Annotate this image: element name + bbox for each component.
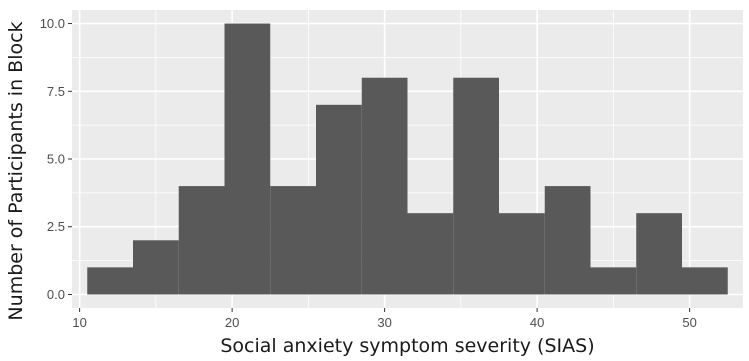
x-tick-label: 30 — [377, 315, 391, 330]
histogram-bar — [178, 186, 225, 295]
y-tick-label: 0.0 — [47, 287, 65, 302]
histogram-bar — [590, 267, 637, 295]
histogram-bar — [87, 267, 133, 295]
histogram-bar — [636, 213, 682, 295]
histogram-bar — [133, 240, 179, 295]
y-tick-label: 10.0 — [40, 16, 65, 31]
x-axis-ticks: 10 20 30 40 50 — [72, 308, 697, 330]
histogram-bars — [87, 23, 728, 295]
histogram-bar — [499, 213, 545, 295]
y-tick-label: 5.0 — [47, 152, 65, 167]
x-tick-label: 40 — [530, 315, 544, 330]
x-tick-label: 10 — [72, 315, 86, 330]
x-tick-label: 20 — [225, 315, 239, 330]
y-axis-ticks: 0.0 2.5 5.0 7.5 10.0 — [40, 16, 72, 302]
y-tick-label: 7.5 — [47, 84, 65, 99]
histogram-bar — [682, 267, 728, 295]
histogram-bar — [407, 213, 454, 295]
histogram-bar — [270, 186, 316, 295]
x-axis-title: Social anxiety symptom severity (SIAS) — [220, 335, 594, 357]
y-axis-title: Number of Participants in Block — [5, 21, 27, 320]
histogram-bar — [453, 77, 499, 295]
histogram-bar — [544, 186, 591, 295]
histogram-bar — [361, 77, 408, 295]
histogram-bar — [224, 23, 271, 295]
x-tick-label: 50 — [682, 315, 696, 330]
y-tick-label: 2.5 — [47, 219, 65, 234]
histogram-bar — [316, 104, 362, 295]
